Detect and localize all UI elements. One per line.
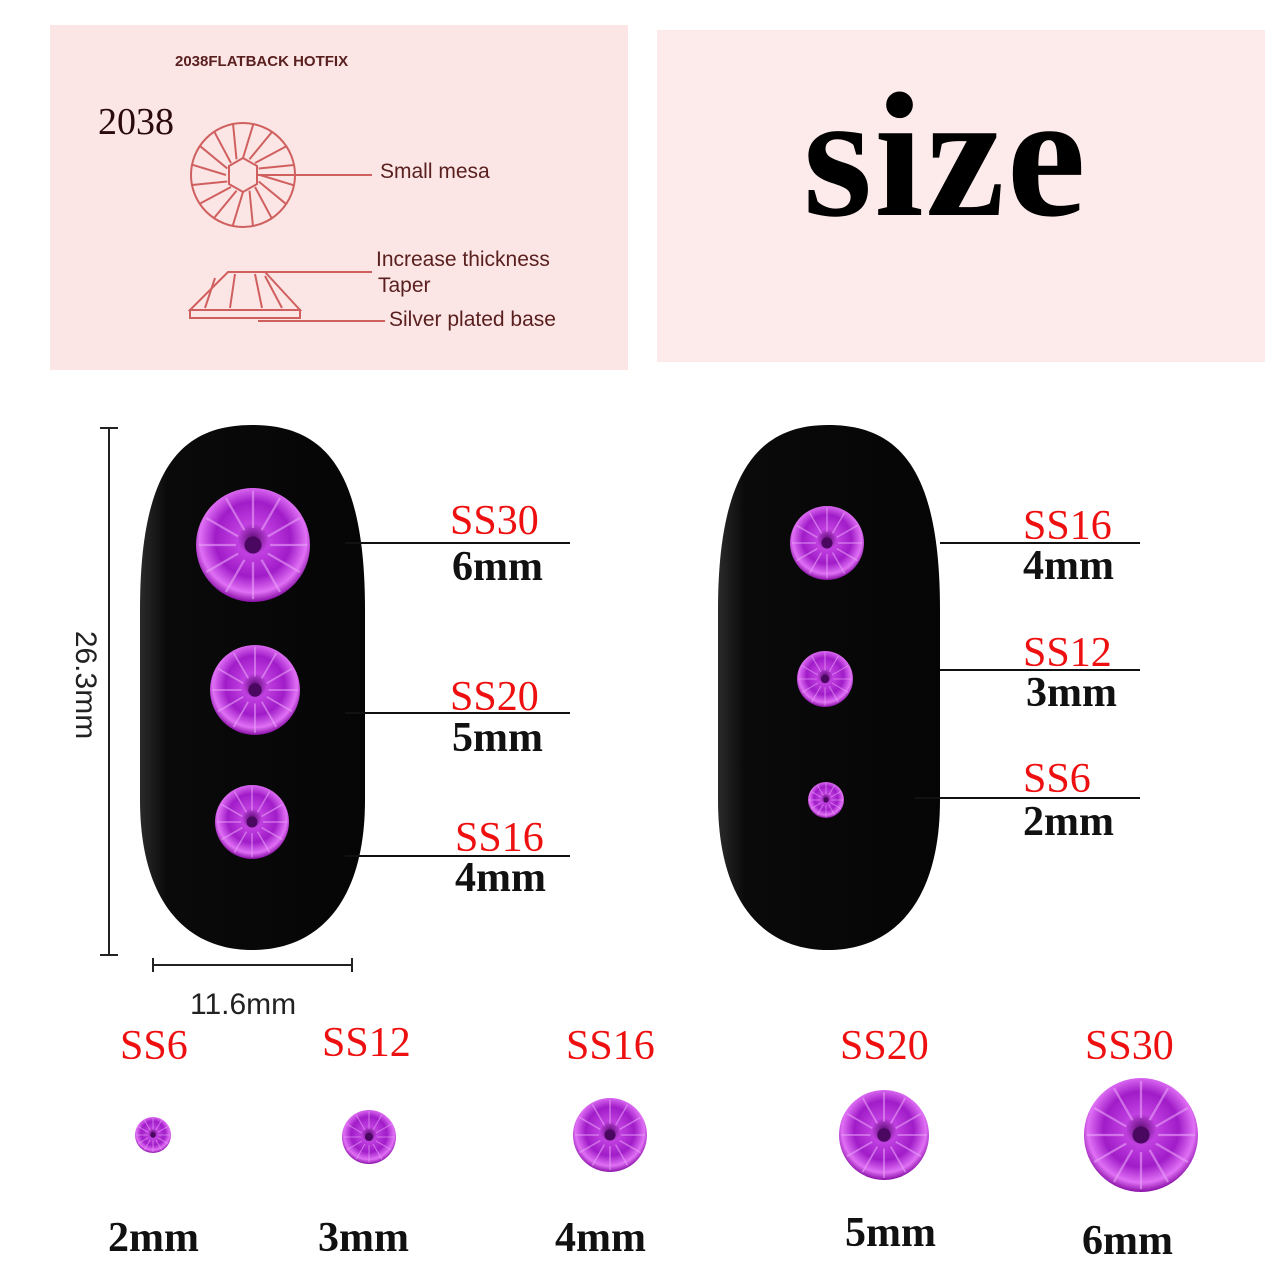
left-size-1: 6mm [452,544,543,590]
label-silver-base: Silver plated base [389,308,556,331]
width-dimension: 11.6mm [190,988,297,1021]
dimension-lines [100,427,353,972]
bottom-code-4: SS20 [840,1023,929,1069]
top-view-icon [190,122,372,228]
label-increase-thickness: Increase thickness [376,248,550,271]
left-code-3: SS16 [455,815,544,861]
right-code-3: SS6 [1023,756,1091,802]
bottom-size-5: 6mm [1082,1218,1173,1264]
title: size [803,56,1088,254]
left-size-3: 4mm [455,855,546,901]
label-taper: Taper [378,274,431,297]
bottom-size-1: 2mm [108,1215,199,1261]
right-code-1: SS16 [1023,503,1112,549]
leader-lines [345,542,1140,857]
model-number: 2038 [98,101,174,143]
bottom-code-5: SS30 [1085,1023,1174,1069]
rhinestone-icon [790,506,864,580]
bottom-code-3: SS16 [566,1023,655,1069]
rhinestone-icon [839,1090,929,1180]
right-size-1: 4mm [1023,543,1114,589]
right-size-2: 3mm [1026,670,1117,716]
rhinestone-icon [342,1110,396,1164]
title-panel [657,30,1265,362]
left-size-2: 5mm [452,715,543,761]
diagram-header: 2038FLATBACK HOTFIX [175,53,349,70]
bottom-size-2: 3mm [318,1215,409,1261]
bottom-size-4: 5mm [845,1210,936,1256]
right-size-3: 2mm [1023,799,1114,845]
bottom-size-3: 4mm [555,1215,646,1261]
left-code-2: SS20 [450,674,539,720]
rhinestone-icon [210,645,300,735]
diagram-panel [50,25,628,370]
bottom-code-1: SS6 [120,1023,188,1069]
left-code-1: SS30 [450,498,539,544]
rhinestone-icon [196,488,310,602]
rhinestone-icon [808,782,844,818]
rhinestone-icon [797,651,853,707]
height-dimension: 26.3mm [69,630,102,740]
rhinestone-icon [573,1098,647,1172]
rhinestone-icon [135,1117,171,1153]
label-small-mesa: Small mesa [380,160,490,183]
bottom-code-2: SS12 [322,1020,411,1066]
rhinestone-icon [215,785,289,859]
right-code-2: SS12 [1023,630,1112,676]
side-view-icon [187,271,385,322]
rhinestone-icon [1084,1078,1198,1192]
